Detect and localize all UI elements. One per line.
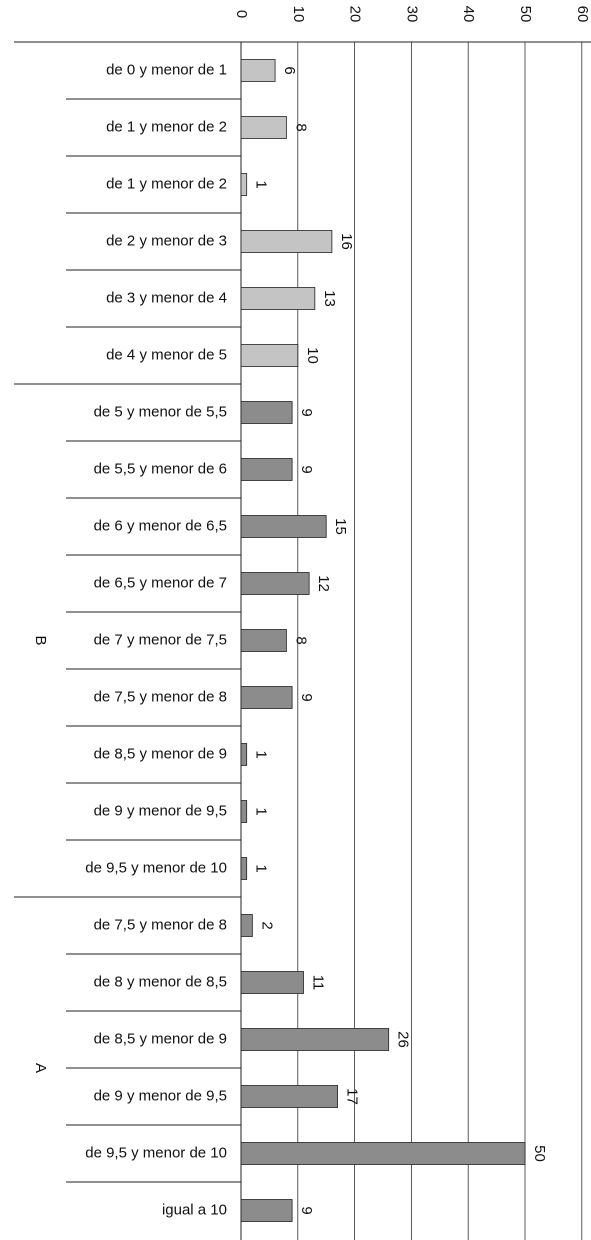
data-label: 1 xyxy=(253,864,270,872)
bar xyxy=(240,59,276,82)
bar xyxy=(240,971,304,994)
data-label: 50 xyxy=(531,1145,548,1162)
category-label: de 6 y menor de 6,5 xyxy=(94,517,227,534)
category-label: de 9 y menor de 9,5 xyxy=(94,802,227,819)
bar xyxy=(240,116,287,139)
category-labels: de 0 y menor de 1 de 1 y menor de 2 de 1 y… xyxy=(85,61,227,1218)
data-label: 10 xyxy=(304,347,321,364)
grid-lines xyxy=(297,42,583,1240)
data-label: 1 xyxy=(253,750,270,758)
bar xyxy=(240,1199,293,1222)
category-label: de 7 y menor de 7,5 xyxy=(94,631,227,648)
data-label: 11 xyxy=(310,975,327,991)
bar xyxy=(240,1142,526,1165)
category-label: de 6,5 y menor de 7 xyxy=(94,574,227,591)
group-label: B xyxy=(32,635,49,645)
data-label: 9 xyxy=(298,693,315,701)
category-label: de 8,5 y menor de 9 xyxy=(94,1030,227,1047)
category-label: de 2 y menor de 3 xyxy=(106,232,227,249)
data-label: 26 xyxy=(395,1031,412,1048)
category-label: igual a 10 xyxy=(162,1201,227,1218)
bar xyxy=(240,173,248,196)
data-label: 8 xyxy=(292,123,309,131)
category-label: de 1 y menor de 2 xyxy=(106,175,227,192)
category-label: de 5 y menor de 5,5 xyxy=(94,403,227,420)
category-label: de 0 y menor de 1 xyxy=(106,61,227,78)
data-label: 17 xyxy=(344,1088,361,1105)
bar xyxy=(240,572,310,595)
data-label: 12 xyxy=(315,575,332,592)
category-label: de 9,5 y menor de 10 xyxy=(85,1144,227,1161)
data-label: 2 xyxy=(258,921,275,929)
bar xyxy=(240,800,248,823)
data-label: 1 xyxy=(253,807,270,815)
x-tick-label: 30 xyxy=(403,6,420,23)
data-label: 8 xyxy=(292,636,309,644)
category-label: de 9 y menor de 9,5 xyxy=(94,1087,227,1104)
category-label: de 3 y menor de 4 xyxy=(106,289,227,306)
category-label: de 8 y menor de 8,5 xyxy=(94,973,227,990)
category-label: de 7,5 y menor de 8 xyxy=(94,688,227,705)
bar xyxy=(240,686,293,709)
category-label: de 7,5 y menor de 8 xyxy=(94,916,227,933)
bar xyxy=(240,1028,390,1051)
x-tick-label: 10 xyxy=(290,6,307,23)
data-label: 9 xyxy=(298,465,315,473)
x-tick-label: 0 xyxy=(233,10,250,18)
data-label: 6 xyxy=(281,66,298,74)
data-label: 1 xyxy=(253,180,270,188)
bar xyxy=(240,515,327,538)
x-tick-label: 40 xyxy=(460,6,477,23)
category-label: de 4 y menor de 5 xyxy=(106,346,227,363)
bar xyxy=(240,230,333,253)
bar xyxy=(240,287,316,310)
category-label: de 5,5 y menor de 6 xyxy=(94,460,227,477)
data-label: 15 xyxy=(332,518,349,535)
data-label: 9 xyxy=(298,408,315,416)
bar xyxy=(240,401,293,424)
category-label: de 1 y menor de 2 xyxy=(106,118,227,135)
x-tick-label: 60 xyxy=(574,6,591,23)
bar xyxy=(240,1085,338,1108)
x-tick-label: 50 xyxy=(517,6,534,23)
bar xyxy=(240,857,248,880)
category-label: de 9,5 y menor de 10 xyxy=(85,859,227,876)
x-tick-labels: 0 10 20 30 40 50 60 xyxy=(233,6,591,23)
category-label: de 8,5 y menor de 9 xyxy=(94,745,227,762)
data-label: 13 xyxy=(321,290,338,307)
group-label: A xyxy=(32,1063,49,1073)
bar xyxy=(240,743,248,766)
bar xyxy=(240,914,253,937)
group-labels: BA xyxy=(32,635,49,1073)
data-label: 9 xyxy=(298,1206,315,1214)
bar xyxy=(240,458,293,481)
x-tick-label: 20 xyxy=(347,6,364,23)
bars xyxy=(240,59,526,1222)
bar xyxy=(240,629,287,652)
bar xyxy=(240,344,299,367)
data-label: 16 xyxy=(338,233,355,250)
category-separators xyxy=(14,98,241,1183)
